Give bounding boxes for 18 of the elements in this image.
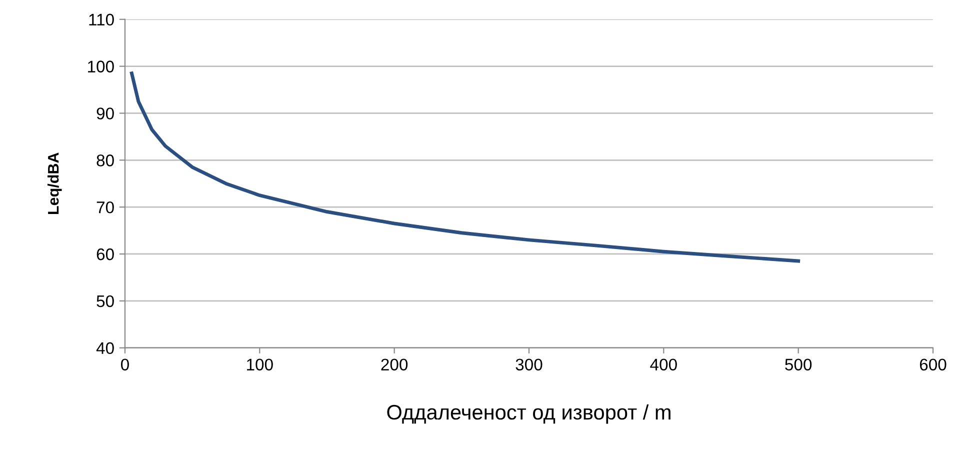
x-tick-label: 200 xyxy=(381,358,408,371)
y-axis-title: Leq/dBA xyxy=(48,152,62,214)
y-tick-label: 90 xyxy=(96,108,114,120)
x-tick-label: 100 xyxy=(247,358,273,371)
y-tick-label: 70 xyxy=(96,201,114,214)
y-tick-label: 50 xyxy=(96,295,114,308)
y-tick-label: 80 xyxy=(96,154,114,166)
x-tick-label: 300 xyxy=(516,358,542,371)
y-tick-label: 110 xyxy=(89,14,114,26)
y-tick-label: 60 xyxy=(96,248,114,260)
y-tick-label: 100 xyxy=(88,60,114,72)
line-series xyxy=(130,72,800,263)
x-tick-label: 600 xyxy=(920,358,946,371)
x-tick-label: 0 xyxy=(120,358,129,371)
y-tick-label: 40 xyxy=(96,342,114,354)
x-tick-label: 400 xyxy=(650,358,677,371)
x-axis-title: Оддалеченост од изворот / m xyxy=(387,404,670,424)
x-tick-label: 500 xyxy=(785,358,812,371)
